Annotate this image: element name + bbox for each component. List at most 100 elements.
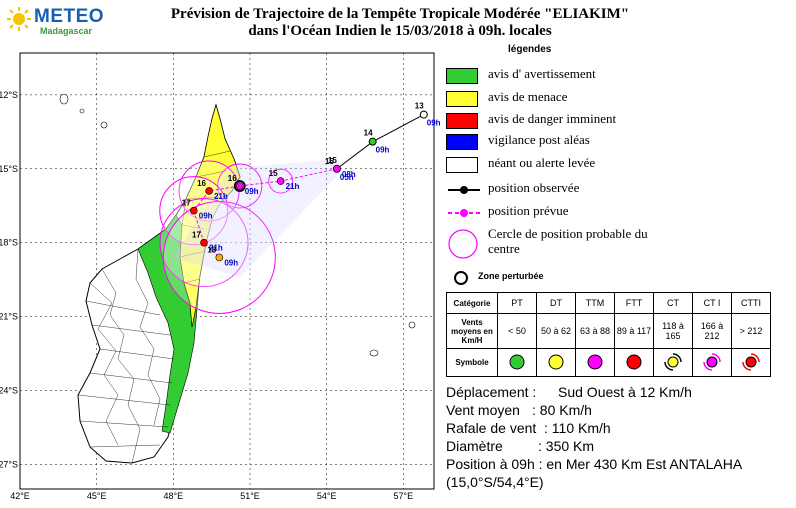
disturbed-zone-marker [233, 180, 246, 192]
zone-menace [179, 103, 241, 328]
swatch-neant [446, 157, 478, 173]
probable-circle-icon [448, 229, 478, 259]
comoros-island [59, 93, 69, 105]
mauritius-island [408, 321, 416, 329]
district-borders [77, 150, 231, 464]
forecast-position-marker [189, 206, 198, 215]
lat-tick-label: 12°S [0, 90, 18, 100]
lon-tick-label: 51°E [240, 491, 260, 501]
wind-cell: 89 à 117 [614, 313, 654, 349]
wind-cell: > 212 [731, 313, 771, 349]
symbol-dt-icon [548, 354, 564, 369]
info-position: Position à 09h : en Mer 430 Km Est ANTAL… [446, 456, 743, 472]
legend-label: avis de menace [488, 89, 568, 104]
time-label: 21h [214, 192, 228, 201]
forecast-position-marker [205, 187, 213, 195]
table-row: Symbole [446, 348, 771, 377]
observed-position-marker [368, 137, 377, 146]
time-label: 08h [342, 170, 356, 179]
symbol-ctti-icon [742, 352, 760, 371]
time-label: 09h [245, 187, 259, 196]
legend-label: avis d' avertissement [488, 66, 596, 81]
info-deplacement: Déplacement : Sud Ouest à 12 Km/h [446, 384, 692, 400]
legend-label: avis de danger imminent [488, 111, 617, 126]
swatch-menace [446, 91, 478, 107]
row-header: Symbole [446, 348, 498, 377]
info-rafale: Rafale de vent: 110 Km/h [446, 420, 611, 436]
symbol-cti-icon [703, 352, 721, 371]
vmax-label: 18 [207, 245, 216, 254]
mayotte-island [100, 121, 108, 129]
observed-position-marker [419, 110, 428, 119]
vmax-label: 15 [328, 156, 337, 165]
row-header: Catégorie [446, 292, 498, 314]
symbol-cell [536, 348, 576, 377]
legend-label: position prévue [488, 203, 569, 218]
zone-label: Zone perturbée [478, 271, 544, 281]
symbol-cell [692, 348, 732, 377]
category-table: Catégorie PT DT TTM FTT CT CT I CTTI Ven… [446, 292, 771, 377]
vmax-label: 15 [269, 169, 278, 178]
wind-cell: 50 à 62 [536, 313, 576, 349]
info-coords: (15,0°S/54,4°E) [446, 474, 544, 490]
wind-cell: 118 à 165 [653, 313, 693, 349]
storm-track: 1309h1409h1505h1508h1521h1609h1621h1709h… [182, 102, 441, 268]
swatch-avertissement [446, 68, 478, 84]
swatch-vigilance [446, 134, 478, 150]
title-line-2: dans l'Océan Indien le 15/03/2018 à 09h.… [248, 23, 552, 39]
info-vent-moyen: Vent moyen: 80 Km/h [446, 402, 592, 418]
table-row: Vents moyens en Km/H < 50 50 à 62 63 à 8… [446, 313, 771, 349]
forecast-position-marker [276, 177, 285, 185]
lat-tick-label: 15°S [0, 164, 18, 174]
symbol-cell [653, 348, 693, 377]
time-label: 09h [224, 258, 238, 267]
vmax-label: 17 [192, 231, 201, 240]
time-label: 21h [286, 182, 300, 191]
lat-tick-label: 24°S [0, 385, 18, 395]
legend-title: légendes [508, 44, 552, 55]
sun-icon [7, 7, 31, 31]
map-ticks: 12°S 15°S 18°S 21°S 24°S 27°S 42°E 45°E 48°E 51°E… [0, 90, 413, 501]
vmax-label: 15 [325, 157, 334, 166]
lat-tick-label: 21°S [0, 312, 18, 322]
wind-cell: < 50 [497, 313, 537, 349]
category-cell: FTT [614, 292, 654, 314]
legend-label: Cercle de position probable du centre [488, 226, 648, 256]
time-label: 09h [376, 146, 390, 155]
symbol-cell [497, 348, 537, 377]
forecast-position-marker [200, 238, 208, 247]
logo-subtitle: Madagascar [40, 26, 93, 36]
page-title: Prévision de Trajectoire de la Tempête T… [110, 6, 690, 40]
category-cell: CT I [692, 292, 732, 314]
storm-info: Déplacement : Sud Ouest à 12 Km/h Vent mo… [446, 383, 742, 491]
vmax-label: 13 [415, 102, 424, 111]
lon-tick-label: 54°E [317, 491, 337, 501]
forecast-position-marker [333, 164, 341, 173]
vmax-label: 14 [364, 129, 373, 138]
meteo-madagascar-logo: METEO Madagascar [6, 4, 106, 40]
row-header: Vents moyens en Km/H [446, 313, 498, 349]
lon-tick-label: 42°E [10, 491, 30, 501]
category-cell: DT [536, 292, 576, 314]
time-label: 05h [340, 173, 354, 182]
info-diametre: Diamètre: 350 Km [446, 438, 595, 454]
symbol-cell [575, 348, 615, 377]
table-row: Catégorie PT DT TTM FTT CT CT I CTTI [446, 292, 771, 314]
symbol-cell [614, 348, 654, 377]
vmax-label: 16 [228, 174, 237, 183]
legend-label: vigilance post aléas [488, 132, 590, 147]
symbol-cell [731, 348, 771, 377]
category-cell: TTM [575, 292, 615, 314]
uncertainty-cone [173, 158, 337, 278]
forecast-position-icon [448, 209, 480, 217]
lat-tick-label: 27°S [0, 459, 18, 469]
lon-tick-label: 45°E [87, 491, 107, 501]
title-line-1: Prévision de Trajectoire de la Tempête T… [170, 6, 630, 22]
observed-position-icon [448, 186, 480, 194]
time-label: 09h [427, 119, 441, 128]
legend-zone-perturbee: Zone perturbée [452, 270, 544, 288]
category-cell: PT [497, 292, 537, 314]
vmax-label: 17 [182, 199, 191, 208]
lat-tick-label: 18°S [0, 238, 18, 248]
wind-cell: 166 à 212 [692, 313, 732, 349]
